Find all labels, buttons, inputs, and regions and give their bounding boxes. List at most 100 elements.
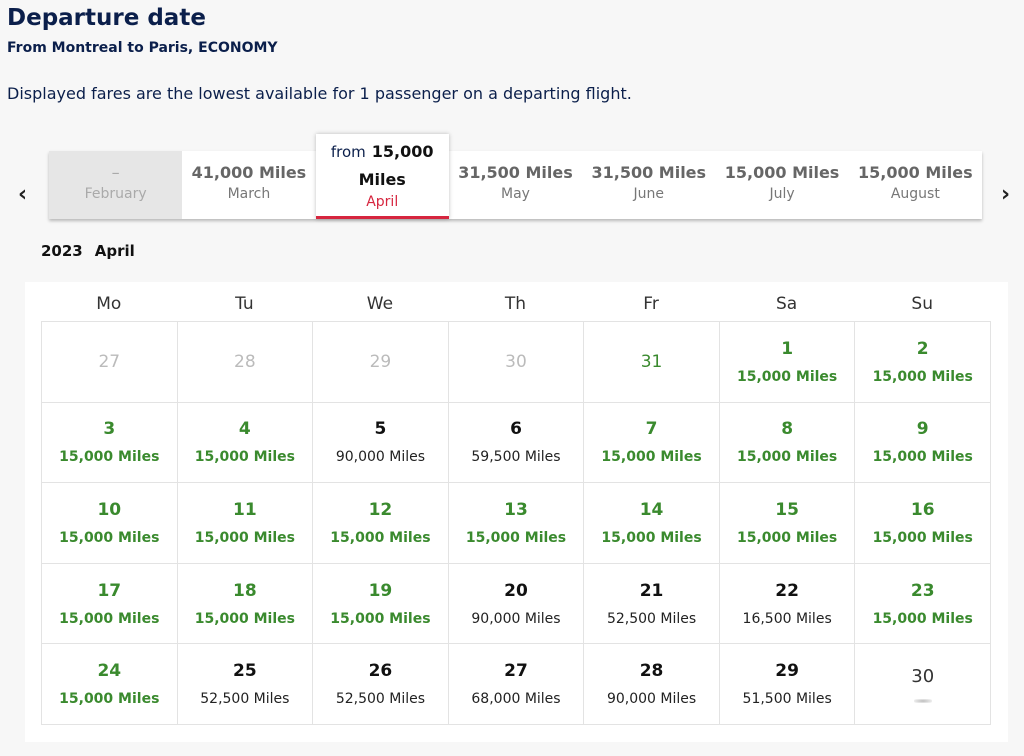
day-fare: 15,000 Miles — [194, 449, 295, 466]
day-fare: 90,000 Miles — [606, 691, 697, 708]
day-cell[interactable]: 22 16,500 Miles — [719, 563, 856, 645]
day-cell: 28 — [177, 322, 314, 403]
fare-unit: Miles — [358, 170, 406, 189]
day-cell[interactable]: 25 52,500 Miles — [177, 644, 314, 725]
chevron-right-icon[interactable]: › — [1001, 182, 1011, 207]
day-number: 26 — [368, 661, 393, 682]
day-number: 13 — [504, 499, 528, 520]
day-number: 3 — [103, 419, 116, 440]
day-fare: 15,000 Miles — [330, 610, 431, 627]
month-tab-june[interactable]: 31,500 Miles June — [582, 151, 715, 219]
month-fare: 31,500 Miles — [591, 163, 707, 182]
day-number: 5 — [374, 419, 387, 440]
day-cell[interactable]: 5 90,000 Miles — [313, 402, 449, 484]
day-cell[interactable]: 8 15,000 Miles — [719, 402, 856, 484]
chevron-left-icon[interactable]: ‹ — [18, 182, 28, 207]
day-number: 22 — [775, 580, 799, 601]
day-number: 20 — [504, 580, 528, 601]
day-fare: 90,000 Miles — [335, 449, 426, 466]
day-cell[interactable]: 24 15,000 Miles — [42, 644, 178, 725]
day-cell[interactable]: 10 15,000 Miles — [42, 483, 178, 564]
day-number: 29 — [369, 351, 392, 372]
day-cell: 27 — [42, 322, 178, 403]
day-number: 31 — [640, 351, 663, 372]
day-cell[interactable]: 15 15,000 Miles — [719, 483, 856, 564]
day-number: 27 — [504, 661, 528, 682]
day-number: 4 — [238, 419, 251, 440]
day-fare: 15,000 Miles — [330, 529, 431, 546]
day-number: 19 — [368, 580, 393, 601]
month-tab-july[interactable]: 15,000 Miles July — [715, 151, 848, 219]
day-number: 12 — [368, 499, 393, 520]
day-fare: 15,000 Miles — [59, 529, 160, 546]
day-cell[interactable]: 13 15,000 Miles — [448, 483, 585, 564]
day-number: 1 — [781, 338, 794, 359]
month-tab-may[interactable]: 31,500 Miles May — [449, 151, 582, 219]
day-cell[interactable]: 2 15,000 Miles — [855, 322, 991, 403]
day-fare: 15,000 Miles — [737, 449, 838, 466]
day-cell: 30 — [448, 322, 585, 403]
day-cell[interactable]: 26 52,500 Miles — [313, 644, 449, 725]
calendar-heading: 2023 April — [41, 242, 147, 260]
day-fare: 15,000 Miles — [872, 368, 973, 385]
day-fare: 52,500 Miles — [335, 691, 426, 708]
day-cell[interactable]: 20 90,000 Miles — [448, 563, 585, 645]
day-cell[interactable]: 7 15,000 Miles — [584, 402, 720, 484]
day-cell[interactable]: 9 15,000 Miles — [855, 402, 991, 484]
day-number: 23 — [910, 580, 935, 601]
month-tab-march[interactable]: 41,000 Miles March — [182, 151, 315, 219]
day-number: 28 — [639, 661, 664, 682]
day-number: 15 — [775, 499, 799, 520]
day-cell[interactable]: 1 15,000 Miles — [719, 322, 856, 403]
day-cell[interactable]: 27 68,000 Miles — [448, 644, 585, 725]
day-cell[interactable]: 19 15,000 Miles — [313, 563, 449, 645]
day-cell[interactable]: 16 15,000 Miles — [855, 483, 991, 564]
day-fare: 16,500 Miles — [742, 610, 832, 627]
weekday-label: We — [366, 294, 394, 314]
day-number: 7 — [645, 419, 658, 440]
day-cell[interactable]: 12 15,000 Miles — [313, 483, 449, 564]
month-name: April — [366, 194, 399, 210]
loading-icon — [913, 698, 932, 703]
calendar-year: 2023 — [41, 242, 83, 260]
calendar: Mo Tu We Th Fr Sa Su 27 28 29 30 31 1 15,000 Miles 2 1… — [25, 282, 1008, 742]
month-name: March — [227, 186, 271, 202]
day-fare: 15,000 Miles — [194, 610, 295, 627]
day-number: 11 — [233, 499, 257, 520]
day-fare: 52,500 Miles — [606, 610, 697, 627]
day-cell[interactable]: 18 15,000 Miles — [177, 563, 314, 645]
day-cell[interactable]: 23 15,000 Miles — [855, 563, 991, 645]
month-fare: 31,500 Miles — [458, 163, 573, 182]
weekday-label: Tu — [235, 294, 254, 314]
day-cell[interactable]: 3 15,000 Miles — [42, 402, 178, 484]
day-fare: 15,000 Miles — [872, 449, 973, 466]
day-cell[interactable]: 14 15,000 Miles — [584, 483, 720, 564]
day-number: 10 — [97, 499, 122, 520]
weekday-label: Fr — [643, 294, 659, 314]
from-label: from — [330, 143, 366, 161]
day-cell[interactable]: 11 15,000 Miles — [177, 483, 314, 564]
day-number: 6 — [510, 419, 522, 440]
day-fare: 15,000 Miles — [737, 529, 838, 546]
month-tab-august[interactable]: 15,000 Miles August — [849, 151, 982, 219]
day-cell[interactable]: 29 51,500 Miles — [719, 644, 856, 725]
month-tab-april[interactable]: from 15,000 Miles April — [315, 134, 449, 219]
month-fare: – — [111, 163, 120, 182]
day-fare: 15,000 Miles — [737, 368, 838, 385]
weekday-label: Sa — [776, 294, 798, 314]
day-number: 18 — [233, 580, 257, 601]
fare-amount: 15,000 — [371, 142, 434, 161]
day-cell[interactable]: 21 52,500 Miles — [584, 563, 720, 645]
day-number: 8 — [781, 419, 794, 440]
day-cell[interactable]: 17 15,000 Miles — [42, 563, 178, 645]
day-cell[interactable]: 4 15,000 Miles — [177, 402, 314, 484]
month-name: May — [501, 186, 530, 202]
route-subtitle: From Montreal to Paris, ECONOMY — [7, 40, 278, 56]
fare-note: Displayed fares are the lowest available… — [7, 84, 632, 103]
day-cell[interactable]: 31 — [584, 322, 720, 403]
day-fare: 15,000 Miles — [59, 449, 160, 466]
day-cell[interactable]: 28 90,000 Miles — [584, 644, 720, 725]
day-cell[interactable]: 30 — [855, 644, 991, 725]
day-cell[interactable]: 6 59,500 Miles — [448, 402, 585, 484]
day-fare: 51,500 Miles — [742, 691, 832, 708]
